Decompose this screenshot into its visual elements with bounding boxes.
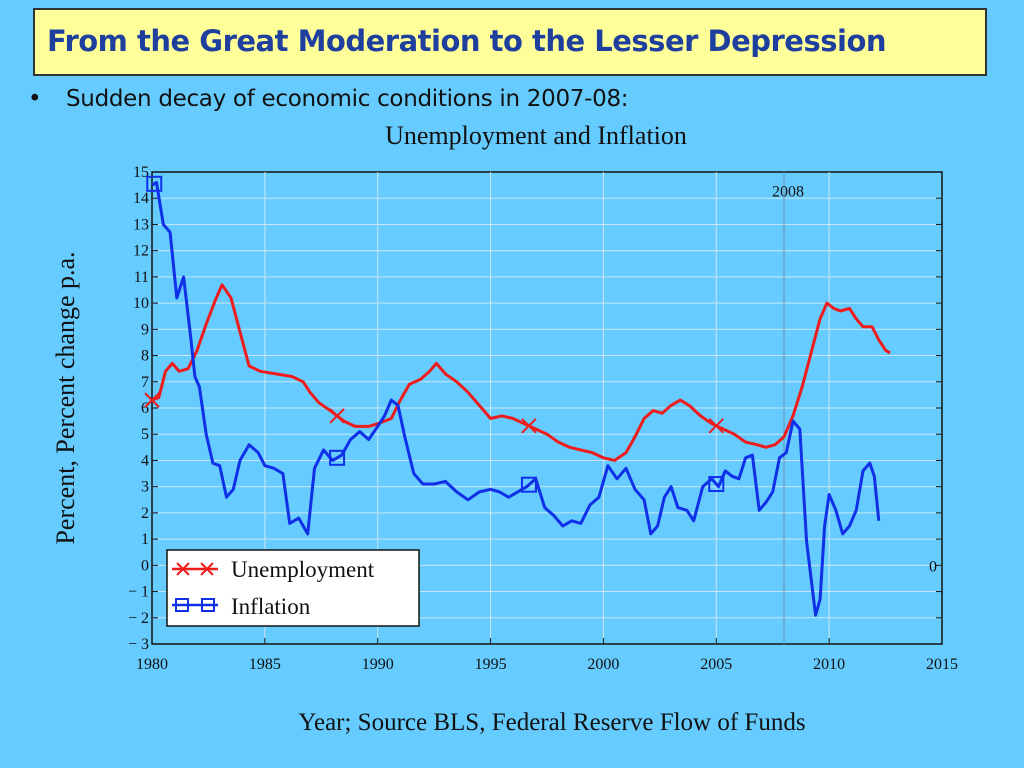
inflation-marker [146, 175, 163, 192]
x-axis-label: Year; Source BLS, Federal Reserve Flow o… [298, 709, 805, 736]
legend-unemployment-marker-1 [176, 562, 190, 576]
bullet-text: Sudden decay of economic conditions in 2… [66, 86, 629, 112]
y-tick-label: 1 [141, 531, 149, 548]
y-tick-label: 0 [141, 557, 149, 574]
y-tick-label: 7 [141, 374, 149, 391]
legend-inflation-marker-1 [175, 598, 189, 612]
x-tick-label: 2015 [926, 656, 958, 673]
unemployment-marker [521, 418, 537, 434]
inflation-series-line [151, 181, 881, 617]
x-tick-label: 2000 [587, 656, 619, 673]
y-tick-label: 6 [141, 400, 149, 417]
y-tick-label: − 1 [128, 584, 149, 601]
y-tick-label: 12 [133, 243, 149, 260]
series-layer [144, 175, 891, 617]
y-tick-label: − 3 [128, 636, 149, 653]
y-tick-label: 4 [141, 452, 149, 469]
title-box: From the Great Moderation to the Lesser … [33, 8, 987, 76]
bullet-symbol: • [28, 86, 42, 112]
x-tick-label: 2005 [700, 656, 732, 673]
inflation-marker [708, 476, 725, 493]
y-tick-label: 11 [134, 269, 149, 286]
y-tick-label: 13 [133, 216, 149, 233]
x-tick-label: 1990 [362, 656, 394, 673]
y-tick-label: 8 [141, 348, 149, 365]
annotation-2008: 2008 [772, 183, 804, 200]
y-tick-label: 10 [133, 295, 149, 312]
legend-inflation-marker-2 [201, 598, 215, 612]
y-axis-label: Percent, Percent change p.a. [51, 251, 80, 544]
legend-box [166, 549, 420, 627]
x-tick-label: 2010 [813, 656, 845, 673]
inflation-marker [520, 476, 537, 493]
y-tick-label: 15 [133, 164, 149, 181]
annotation-zero: 0 [929, 558, 937, 575]
unemployment-series-line [151, 283, 891, 462]
inflation-marker [329, 449, 346, 466]
legend-unemployment-marker-2 [200, 562, 214, 576]
unemployment-marker [708, 418, 724, 434]
chart-title: Unemployment and Inflation [385, 121, 687, 150]
y-tick-label: 2 [141, 505, 149, 522]
legend-inflation-label: Inflation [231, 594, 311, 619]
y-tick-label: 14 [133, 190, 149, 207]
legend-unemployment-label: Unemployment [231, 557, 375, 582]
bullet-point: • Sudden decay of economic conditions in … [28, 86, 629, 120]
unemployment-marker [329, 408, 345, 424]
x-tick-label: 1985 [249, 656, 281, 673]
x-axis-ticks: 1980 1985 1990 1995 2000 2005 2010 2015 [136, 638, 958, 673]
x-tick-label: 1995 [475, 656, 507, 673]
legend: Unemployment Inflation [166, 549, 420, 627]
y-tick-label: − 2 [128, 610, 149, 627]
x-tick-label: 1980 [136, 656, 168, 673]
y-tick-label: 5 [141, 426, 149, 443]
unemployment-marker [144, 392, 160, 408]
slide-title: From the Great Moderation to the Lesser … [47, 24, 887, 58]
y-tick-label: 9 [141, 321, 149, 338]
y-tick-label: 3 [141, 479, 149, 496]
